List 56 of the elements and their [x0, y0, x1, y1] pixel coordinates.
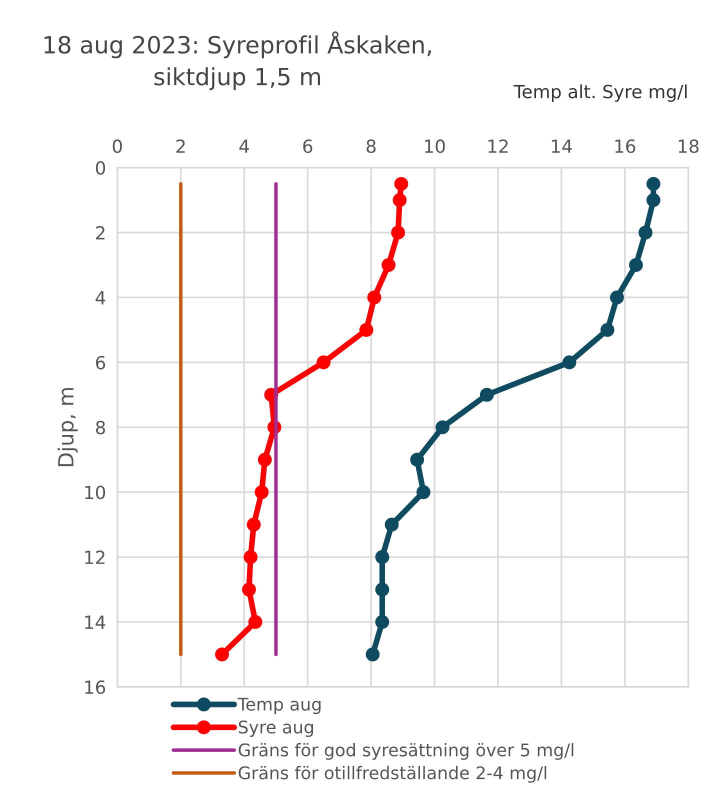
point [600, 322, 614, 337]
point [375, 550, 390, 564]
x-tick-label: 8 [366, 139, 376, 154]
legend-label: Temp aug [238, 698, 321, 714]
point [610, 290, 624, 304]
point [258, 452, 272, 467]
point [367, 290, 382, 304]
point [382, 258, 396, 272]
y-tick-label: 12 [85, 550, 104, 564]
point [244, 550, 258, 564]
y-tick-label: 2 [96, 226, 104, 240]
point [375, 582, 390, 596]
point [359, 322, 374, 337]
y-tick-label: 6 [96, 356, 106, 370]
point [375, 615, 390, 629]
point [254, 485, 269, 500]
x-tick-label: 12 [488, 139, 508, 153]
point [242, 582, 256, 596]
point [246, 518, 261, 532]
point [638, 226, 652, 240]
y-tick-label: 0 [96, 161, 106, 175]
legend-label: Gräns för god syresättning över 5 mg/l [238, 743, 574, 760]
point [394, 176, 408, 191]
y-axis-title: Djup, m [58, 388, 78, 466]
x-tick-label: 0 [112, 139, 122, 154]
legend-label: Syre aug [238, 720, 314, 737]
point [562, 355, 576, 370]
point [215, 647, 229, 662]
legend-label: Gräns för otillfredställande 2-4 mg/l [238, 766, 546, 783]
x-tick-label: 2 [176, 139, 185, 153]
point [248, 615, 262, 629]
y-tick-label: 10 [85, 486, 106, 500]
point [392, 193, 407, 208]
x-tick-label: 4 [239, 140, 249, 153]
point [391, 226, 406, 240]
point [366, 647, 380, 662]
x-tick-label: 16 [615, 139, 636, 154]
point [436, 420, 450, 434]
point [416, 485, 430, 500]
y-tick-label: 8 [96, 420, 106, 434]
point [410, 452, 424, 467]
point [384, 518, 399, 532]
point [646, 176, 660, 191]
point [629, 258, 643, 272]
chart-title: 18 aug 2023: Syreprofil Åskaken, siktdjup 1,5 m [44, 31, 431, 90]
y-tick-label: 14 [85, 616, 106, 629]
y-tick-label: 4 [96, 291, 106, 304]
x-tick-label: 14 [552, 140, 572, 153]
x-tick-label: 10 [425, 139, 445, 154]
y-tick-label: 16 [85, 680, 106, 694]
x-tick-label: 6 [303, 139, 312, 154]
point [480, 388, 494, 402]
x-axis-title: Temp alt. Syre mg/l [514, 84, 687, 102]
point [646, 193, 660, 208]
point [316, 355, 330, 370]
x-tick-label: 18 [678, 139, 699, 154]
